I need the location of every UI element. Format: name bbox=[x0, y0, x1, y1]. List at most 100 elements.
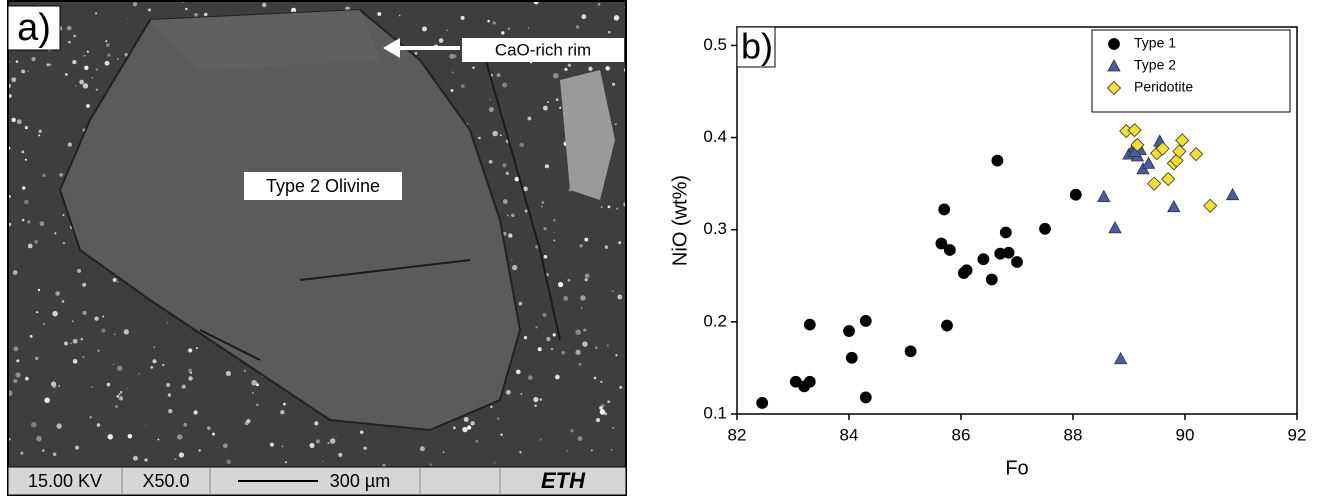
speckle bbox=[492, 21, 496, 25]
speckle bbox=[102, 315, 105, 318]
speckle bbox=[51, 381, 57, 387]
speckle bbox=[96, 423, 101, 427]
speckle bbox=[168, 408, 173, 414]
speckle bbox=[42, 322, 46, 326]
marker bbox=[1097, 189, 1111, 202]
speckle bbox=[500, 433, 503, 436]
speckle bbox=[499, 134, 502, 137]
speckle bbox=[487, 19, 490, 23]
speckle bbox=[58, 385, 61, 387]
speckle bbox=[283, 402, 286, 406]
speckle bbox=[11, 77, 17, 83]
speckle bbox=[24, 126, 28, 130]
marker bbox=[859, 391, 872, 404]
speckle bbox=[15, 372, 21, 378]
speckle bbox=[36, 311, 39, 314]
marker bbox=[1225, 187, 1240, 201]
x-tick-label: 84 bbox=[840, 425, 859, 444]
speckle bbox=[533, 397, 539, 403]
speckle bbox=[188, 376, 193, 381]
speckle bbox=[281, 445, 284, 448]
x-tick-label: 90 bbox=[1176, 425, 1195, 444]
marker bbox=[960, 264, 973, 277]
marker bbox=[1108, 221, 1122, 234]
speckle bbox=[195, 347, 198, 350]
speckle bbox=[82, 355, 85, 359]
speckle bbox=[359, 430, 364, 435]
marker bbox=[904, 345, 917, 358]
speckle bbox=[124, 53, 128, 57]
speckle bbox=[593, 376, 597, 380]
speckle bbox=[80, 337, 84, 341]
speckle bbox=[584, 278, 588, 282]
speckle bbox=[118, 396, 124, 401]
marker bbox=[935, 237, 948, 250]
speckle bbox=[453, 426, 456, 430]
speckle bbox=[327, 442, 330, 445]
speckle bbox=[183, 422, 188, 427]
speckle bbox=[166, 321, 169, 324]
speckle bbox=[83, 54, 86, 57]
speckle bbox=[105, 40, 108, 43]
speckle bbox=[461, 84, 465, 89]
speckle bbox=[429, 463, 432, 466]
speckle bbox=[74, 445, 80, 450]
marker bbox=[803, 375, 816, 388]
speckle bbox=[578, 362, 582, 366]
speckle bbox=[493, 462, 496, 464]
x-tick-label: 92 bbox=[1288, 425, 1307, 444]
speckle bbox=[53, 391, 55, 393]
speckle bbox=[132, 2, 138, 7]
speckle bbox=[150, 366, 154, 369]
y-tick-label: 0.2 bbox=[703, 311, 727, 330]
speckle bbox=[84, 65, 89, 70]
speckle bbox=[583, 328, 587, 332]
x-tick-label: 86 bbox=[952, 425, 971, 444]
speckle bbox=[315, 439, 320, 444]
speckle bbox=[450, 89, 454, 92]
y-axis-title: NiO (wt%) bbox=[669, 175, 691, 266]
speckle bbox=[539, 438, 542, 441]
speckle bbox=[541, 205, 543, 208]
speckle bbox=[338, 452, 343, 457]
speckle bbox=[73, 34, 76, 38]
speckle bbox=[36, 435, 42, 442]
speckle bbox=[527, 116, 532, 121]
speckle bbox=[119, 391, 123, 394]
speckle bbox=[255, 403, 259, 407]
speckle bbox=[56, 423, 62, 429]
speckle bbox=[39, 221, 45, 226]
speckle bbox=[539, 398, 543, 401]
speckle bbox=[67, 142, 73, 147]
speckle bbox=[451, 71, 454, 74]
speckle bbox=[65, 73, 68, 76]
speckle bbox=[117, 58, 119, 60]
speckle bbox=[421, 26, 428, 32]
speckle bbox=[512, 264, 518, 271]
speckle bbox=[335, 436, 337, 438]
speckle bbox=[524, 209, 528, 213]
speckle bbox=[615, 123, 617, 126]
speckle bbox=[86, 50, 89, 53]
speckle bbox=[226, 459, 231, 465]
marker bbox=[1039, 222, 1051, 235]
speckle bbox=[467, 425, 472, 430]
speckle bbox=[198, 449, 201, 452]
speckle bbox=[94, 316, 99, 321]
legend-label: Peridotite bbox=[1134, 79, 1193, 95]
speckle bbox=[46, 63, 50, 67]
speckle bbox=[563, 295, 569, 301]
speckle bbox=[534, 404, 537, 407]
logo: ETH bbox=[541, 468, 586, 493]
speckle bbox=[607, 400, 610, 404]
y-tick-label: 0.3 bbox=[703, 219, 727, 238]
marker bbox=[1141, 156, 1156, 169]
speckle bbox=[252, 392, 254, 394]
speckle bbox=[510, 258, 513, 261]
marker bbox=[999, 226, 1012, 239]
speckle bbox=[553, 72, 559, 79]
speckle bbox=[21, 218, 25, 222]
speckle bbox=[8, 60, 11, 63]
marker bbox=[1113, 351, 1128, 365]
speckle bbox=[398, 14, 401, 17]
